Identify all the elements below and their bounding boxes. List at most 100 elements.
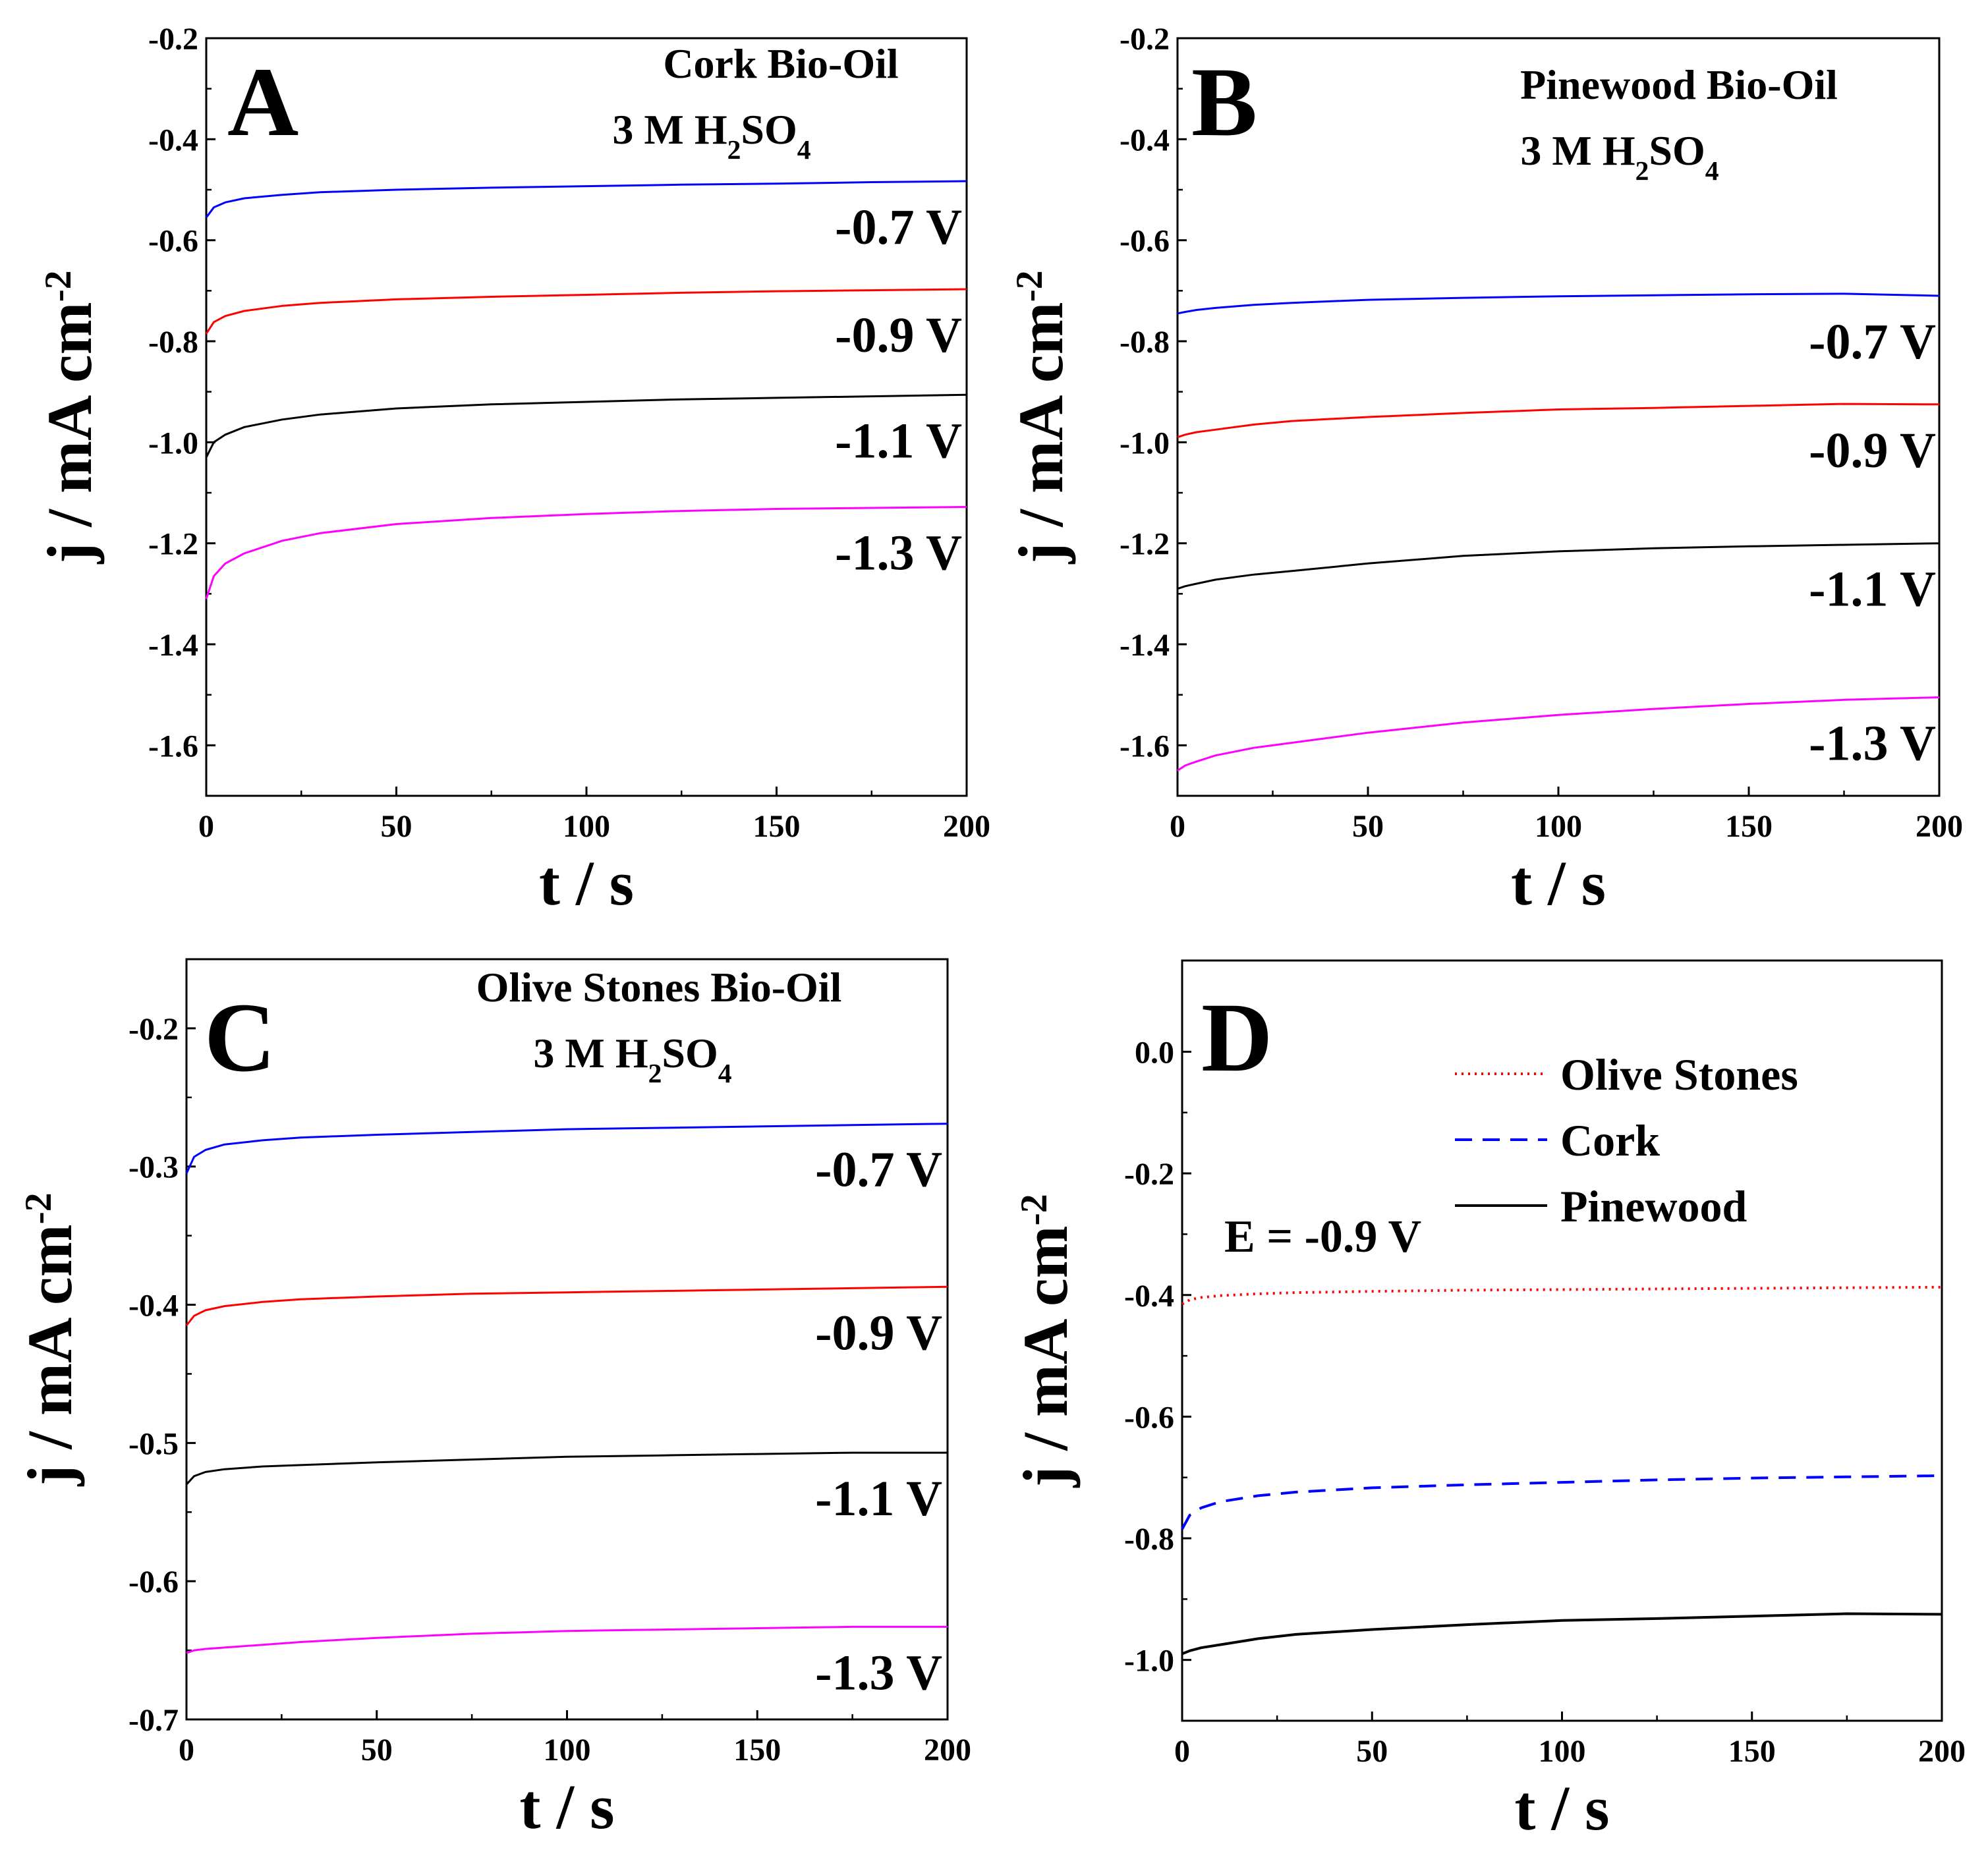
series-line-0 (1177, 293, 1940, 315)
legend-label: Olive Stones (1560, 1049, 1798, 1100)
y-tick-label: -1.0 (1124, 1644, 1174, 1679)
x-tick-label: 100 (563, 809, 610, 844)
y-tick-label: -0.6 (1124, 1400, 1174, 1435)
series-line-2 (205, 393, 967, 458)
x-tick-label: 200 (924, 1733, 971, 1768)
series-line-2 (185, 1451, 948, 1486)
series-label: -0.7 V (835, 200, 962, 255)
x-tick-label: 100 (1535, 809, 1582, 844)
series-line-0 (1181, 1285, 1943, 1306)
x-tick-label: 200 (1918, 1734, 1966, 1769)
series-label: -1.1 V (815, 1471, 942, 1526)
y-tick-label: -0.6 (148, 224, 198, 259)
x-axis-label: t / s (539, 848, 634, 918)
series-line-2 (1177, 542, 1940, 590)
panel-letter: B (1191, 47, 1257, 157)
y-tick-label: -0.4 (1120, 123, 1170, 157)
chart-subtitle: 3 M H2SO4 (1520, 127, 1718, 186)
x-tick-label: 200 (1916, 809, 1963, 844)
series-label: -0.7 V (1809, 314, 1936, 370)
series-line-3 (1177, 696, 1940, 771)
x-tick-label: 150 (1728, 1734, 1776, 1769)
series-line-1 (185, 1285, 948, 1326)
series-line-0 (205, 180, 967, 219)
y-tick-label: -1.2 (1120, 527, 1170, 562)
series-label: -0.9 V (1809, 423, 1936, 478)
series-line-3 (186, 1625, 948, 1654)
chart-subtitle: 3 M H2SO4 (533, 1030, 731, 1088)
series-label: -0.9 V (815, 1305, 942, 1360)
chart-panel-c: 0 50 100 150 200 -0.2 -0.3 -0.4 -0.5 -0.6 -0.7 t / … (14, 958, 971, 1842)
series-label: -1.1 V (1809, 562, 1936, 617)
y-tick-label: -0.4 (148, 123, 198, 157)
series-line-2 (1181, 1612, 1943, 1656)
series-label: -0.9 V (835, 308, 962, 363)
series-label: -1.3 V (815, 1645, 942, 1700)
chart-title: Pinewood Bio-Oil (1520, 61, 1838, 108)
series-line-1 (205, 288, 967, 335)
x-axis-label: t / s (1511, 848, 1606, 918)
x-tick-label: 150 (733, 1733, 781, 1768)
y-tick-label: -1.4 (1120, 628, 1170, 663)
series-line-0 (185, 1123, 948, 1174)
x-tick-label: 200 (943, 809, 990, 844)
panel-letter: C (204, 983, 275, 1092)
x-tick-label: 150 (1725, 809, 1773, 844)
potential-annotation: E = -0.9 V (1224, 1212, 1421, 1262)
y-tick-label: -0.2 (1124, 1157, 1174, 1192)
y-axis-label: j / mA cm-2 (14, 1192, 85, 1486)
series-label: -1.3 V (835, 525, 962, 580)
series-label: -0.7 V (815, 1142, 942, 1198)
y-tick-label: -1.0 (1120, 426, 1170, 460)
x-tick-label: 50 (361, 1733, 393, 1768)
chart-panel-b: 0 50 100 150 200 -0.2 -0.4 -0.6 -0.8 -1.0 -1.2 -1.4… (1006, 22, 1963, 918)
y-tick-label: -0.8 (1120, 325, 1170, 360)
x-tick-label: 50 (381, 809, 412, 844)
y-tick-label: -1.6 (148, 729, 198, 764)
series-label: -1.3 V (1809, 716, 1936, 771)
legend-label: Pinewood (1560, 1181, 1747, 1231)
y-tick-label: -1.6 (1120, 729, 1170, 764)
y-tick-label: -0.7 (128, 1703, 179, 1738)
y-tick-label: -0.3 (128, 1150, 179, 1185)
chart-subtitle: 3 M H2SO4 (612, 106, 810, 165)
chart-panel-a: 0 50 100 150 200 -0.2 -0.4 -0.6 -0.8 -1.0 -1.2 -1.4… (34, 22, 990, 918)
series-line-1 (1181, 1474, 1943, 1530)
x-tick-label: 0 (1174, 1734, 1190, 1769)
y-axis-label: j / mA cm-2 (1010, 1194, 1081, 1488)
y-tick-label: -0.4 (128, 1289, 179, 1324)
x-tick-label: 50 (1356, 1734, 1388, 1769)
chart-title: Olive Stones Bio-Oil (476, 964, 842, 1011)
x-axis-label: t / s (1515, 1773, 1610, 1843)
legend-label: Cork (1560, 1115, 1660, 1165)
x-tick-label: 0 (198, 809, 214, 844)
x-tick-label: 0 (179, 1733, 194, 1768)
y-tick-label: -0.4 (1124, 1279, 1174, 1314)
y-tick-label: -0.6 (128, 1565, 179, 1600)
y-tick-label: -0.2 (1120, 22, 1170, 57)
y-axis-label: j / mA cm-2 (1006, 270, 1076, 564)
y-tick-label: -1.4 (148, 628, 198, 663)
panel-letter: A (227, 47, 298, 157)
chart-panel-d: 0 50 100 150 200 0.0 -0.2 -0.4 -0.6 -0.8 -1.0 t / s… (1010, 959, 1966, 1843)
y-tick-label: -0.8 (148, 325, 198, 360)
series-line-3 (205, 506, 967, 599)
y-tick-label: -0.6 (1120, 224, 1170, 259)
y-tick-label: -0.8 (1124, 1522, 1174, 1557)
x-tick-label: 100 (544, 1733, 591, 1768)
y-tick-label: -0.5 (128, 1426, 179, 1461)
series-label: -1.1 V (835, 413, 962, 468)
y-tick-label: 0.0 (1135, 1035, 1174, 1070)
y-axis-label: j / mA cm-2 (34, 270, 105, 564)
chart-title: Cork Bio-Oil (663, 40, 898, 87)
panel-letter: D (1201, 983, 1272, 1092)
x-tick-label: 100 (1539, 1734, 1586, 1769)
y-tick-label: -0.2 (148, 22, 198, 57)
y-tick-label: -1.2 (148, 527, 198, 562)
x-tick-label: 150 (753, 809, 801, 844)
x-tick-label: 0 (1170, 809, 1185, 844)
y-tick-label: -1.0 (148, 426, 198, 460)
y-tick-label: -0.2 (128, 1012, 179, 1047)
x-axis-label: t / s (520, 1771, 615, 1842)
